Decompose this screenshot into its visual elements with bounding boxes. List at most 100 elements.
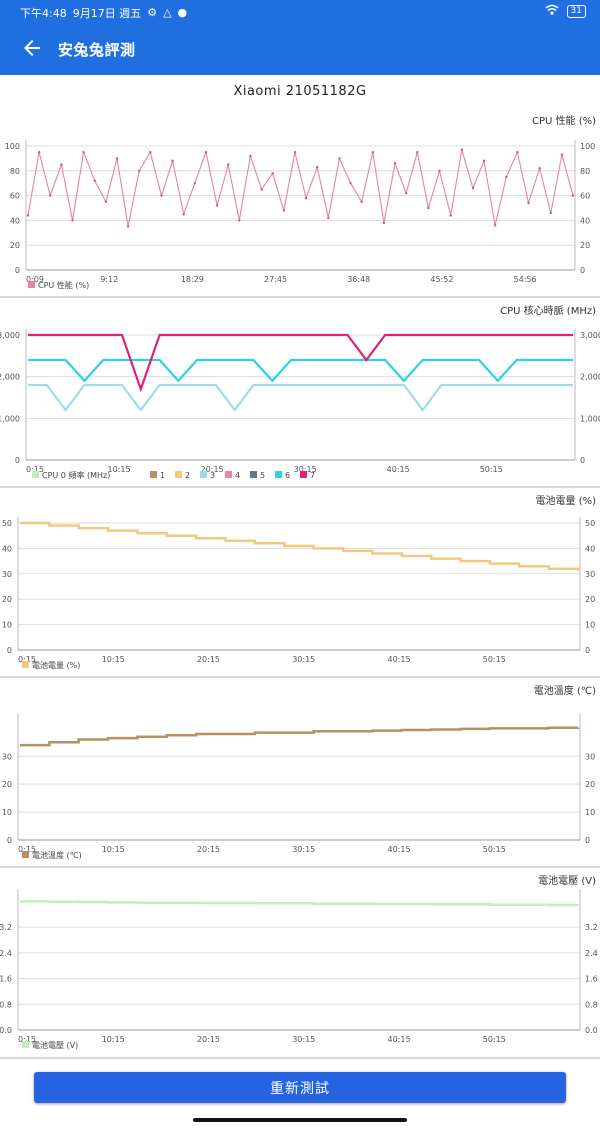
y-tick-label-right: 30 (585, 570, 595, 579)
x-tick-label: 10:15 (102, 845, 125, 854)
data-point (104, 200, 108, 203)
x-tick-label: 0:15 (26, 465, 44, 474)
y-tick-label-right: 1.6 (585, 975, 598, 984)
legend-label: 2 (185, 471, 190, 480)
legend-label: 電池電量 (%) (32, 660, 80, 670)
x-tick-label: 10:15 (102, 1035, 125, 1044)
battery-level-text: 31 (570, 5, 582, 16)
y-tick-label: 2,000 (0, 373, 20, 382)
data-point (527, 201, 530, 205)
y-tick-label: 2.4 (0, 949, 12, 958)
x-tick-label: 40:15 (387, 655, 410, 664)
y-tick-label-right: 80 (580, 167, 590, 176)
legend-label: 4 (235, 471, 240, 480)
chart-title: 電池電量 (%) (536, 494, 597, 507)
data-point (349, 182, 352, 185)
y-tick-label: 3,000 (0, 331, 20, 340)
chart-title: 電池電壓 (V) (538, 874, 596, 887)
data-point (360, 200, 363, 203)
y-tick-label: 10 (2, 808, 12, 817)
data-point (393, 162, 397, 165)
y-tick-label: 20 (10, 241, 20, 250)
legend-label: CPU 0 頻率 (MHz) (42, 470, 110, 480)
legend-swatch (275, 471, 282, 478)
app-bar: 下午4:48 9月17日 週五 ⚙ △ ● 31 安兔兔評測 (0, 0, 600, 75)
y-tick-label-right: 0 (580, 266, 585, 275)
data-point (82, 151, 85, 154)
y-tick-label-right: 0 (585, 836, 590, 845)
legend-swatch (22, 1041, 29, 1048)
toolbar: 安兔兔評測 (0, 24, 600, 75)
data-point (571, 194, 575, 197)
y-tick-label-right: 40 (580, 216, 590, 225)
battery-icon: 31 (566, 4, 586, 18)
chart-title: CPU 性能 (%) (532, 114, 596, 127)
chart-title: CPU 核心時脈 (MHz) (500, 304, 596, 317)
y-tick-label-right: 60 (580, 192, 590, 201)
series-line (28, 358, 573, 383)
y-tick-label-right: 40 (585, 544, 595, 553)
data-point (193, 182, 197, 185)
triangle-alert-icon: △ (163, 6, 172, 19)
legend-label: 7 (310, 471, 315, 480)
legend-label: 3 (210, 471, 215, 480)
x-tick-label: 50:15 (483, 655, 506, 664)
y-tick-label: 80 (10, 167, 20, 176)
y-tick-label-right: 0.8 (585, 1000, 598, 1009)
x-tick-label: 50:15 (483, 845, 506, 854)
arrow-left-icon[interactable] (20, 36, 44, 60)
y-tick-label-right: 100 (580, 142, 595, 151)
series-line (28, 333, 573, 393)
data-point (149, 151, 152, 154)
x-tick-label: 10:15 (108, 465, 131, 474)
x-tick-label: 20:15 (197, 845, 220, 854)
chart-title: 電池溫度 (℃) (534, 684, 596, 697)
legend-label: 5 (260, 471, 265, 480)
data-point (271, 172, 274, 175)
y-tick-label: 100 (5, 142, 20, 151)
home-indicator[interactable] (193, 1118, 407, 1122)
data-point (371, 151, 374, 154)
y-tick-label: 1.6 (0, 975, 12, 984)
x-tick-label: 30:15 (292, 655, 315, 664)
data-point (493, 224, 497, 227)
circle-icon: ● (177, 6, 188, 19)
y-tick-label: 0 (7, 836, 12, 845)
x-tick-label: 40:15 (387, 845, 410, 854)
data-point (404, 191, 408, 195)
x-tick-label: 54:56 (514, 275, 537, 284)
y-tick-label-right: 20 (585, 780, 595, 789)
data-point (238, 219, 241, 222)
y-tick-label-right: 2,000 (580, 373, 600, 382)
legend-swatch (22, 661, 29, 668)
data-point (560, 153, 564, 156)
y-tick-label: 60 (10, 192, 20, 201)
restart-test-button[interactable]: 重新測試 (34, 1072, 566, 1103)
series-line (27, 149, 574, 227)
legend-label: 1 (160, 471, 165, 480)
x-tick-label: 36:48 (347, 275, 370, 284)
data-point (471, 186, 475, 190)
series-line (20, 521, 580, 572)
legend-swatch (22, 851, 29, 858)
x-tick-label: 20:15 (197, 1035, 220, 1044)
y-tick-label-right: 1,000 (580, 414, 600, 423)
y-tick-label: 0 (15, 456, 20, 465)
y-tick-label: 1,000 (0, 414, 20, 423)
data-point (416, 151, 419, 154)
y-tick-label-right: 10 (585, 621, 595, 630)
legend-swatch (175, 471, 182, 478)
y-tick-label: 0.8 (0, 1000, 12, 1009)
data-point (160, 194, 163, 197)
y-tick-label: 40 (2, 544, 12, 553)
data-point (538, 167, 541, 170)
y-tick-label-right: 30 (585, 752, 595, 761)
data-point (138, 169, 141, 172)
legend-swatch (28, 281, 35, 288)
series-line (20, 726, 580, 747)
legend-label: 6 (285, 471, 290, 480)
legend-swatch (300, 471, 307, 478)
series-line (28, 383, 573, 412)
data-point (126, 225, 130, 228)
